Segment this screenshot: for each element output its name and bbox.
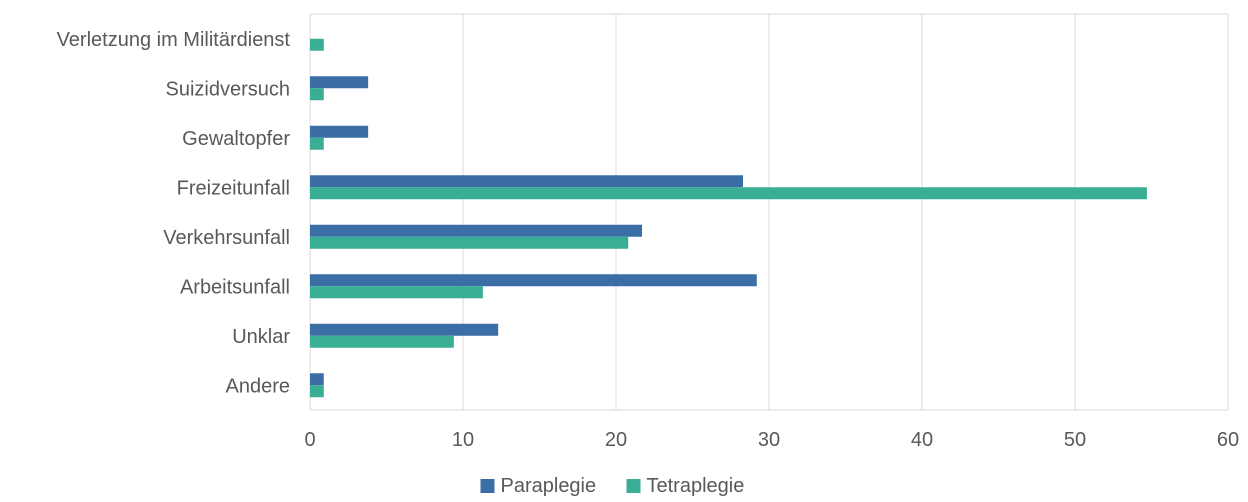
category-label: Andere: [226, 375, 291, 397]
category-label: Arbeitsunfall: [180, 276, 290, 298]
bar-paraplegie-4: [310, 224, 643, 237]
category-label: Suizidversuch: [165, 78, 290, 100]
bar-paraplegie-2: [310, 125, 369, 138]
category-label: Verkehrsunfall: [163, 227, 290, 249]
x-tick-label: 30: [758, 429, 780, 451]
bar-paraplegie-5: [310, 274, 757, 287]
legend-label: Paraplegie: [501, 475, 597, 497]
legend-label: Tetraplegie: [647, 475, 745, 497]
category-labels: Verletzung im Militärdienst Suizidversuch…: [57, 29, 291, 398]
legend-swatch-tetraplegie: [626, 479, 641, 493]
grid: [309, 13, 1229, 411]
x-tick-label: 0: [304, 429, 315, 451]
legend: Paraplegie Tetraplegie: [480, 475, 745, 497]
x-tick-label: 10: [452, 429, 474, 451]
bar-tetraplegie-5: [310, 286, 483, 299]
bar-tetraplegie-4: [310, 236, 629, 249]
bars: [310, 38, 1147, 398]
bar-tetraplegie-6: [310, 335, 454, 348]
bar-tetraplegie-0: [310, 38, 324, 51]
bar-paraplegie-1: [310, 76, 369, 89]
x-axis-tick-labels: 0 10 20 30 40 50 60: [304, 429, 1239, 451]
x-tick-label: 20: [605, 429, 627, 451]
bar-tetraplegie-1: [310, 88, 324, 101]
legend-swatch-paraplegie: [480, 479, 495, 493]
category-label: Gewaltopfer: [182, 128, 290, 150]
category-label: Verletzung im Militärdienst: [57, 29, 291, 51]
category-label: Unklar: [232, 326, 290, 348]
bar-tetraplegie-2: [310, 137, 324, 150]
bar-paraplegie-6: [310, 323, 499, 336]
bar-tetraplegie-3: [310, 187, 1147, 200]
bar-paraplegie-3: [310, 175, 743, 188]
x-tick-label: 50: [1064, 429, 1086, 451]
category-label: Freizeitunfall: [177, 177, 290, 199]
x-tick-label: 60: [1217, 429, 1239, 451]
x-tick-label: 40: [911, 429, 933, 451]
bar-tetraplegie-7: [310, 385, 324, 398]
bar-paraplegie-7: [310, 373, 324, 386]
